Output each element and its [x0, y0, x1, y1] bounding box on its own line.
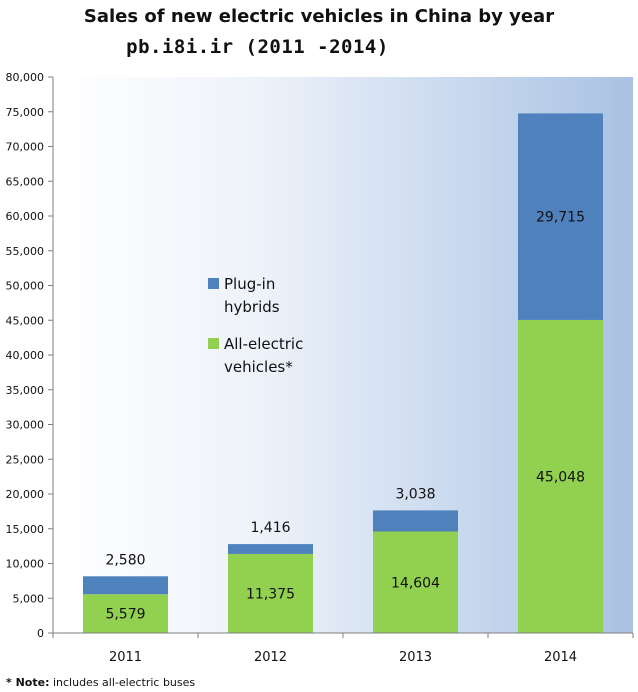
y-axis: 0 5,000 10,000 15,000 20,000 25,000 30,000 35,0…: [6, 71, 54, 640]
chart-title: Sales of new electric vehicles in China …: [83, 6, 555, 27]
y-tick-label: 10,000: [6, 558, 45, 571]
x-tick-label: 2014: [544, 650, 577, 665]
bars: [83, 113, 603, 633]
y-tick-label: 50,000: [6, 280, 45, 293]
note-prefix: * Note:: [6, 676, 50, 689]
y-tick-label: 25,000: [6, 453, 45, 466]
bar-segment: [518, 113, 603, 320]
bar-labels: 5,579 2,580 11,375 1,416 14,604 3,038 45,048 29…: [105, 210, 585, 623]
legend-label: vehicles*: [224, 358, 293, 376]
data-label: 45,048: [536, 469, 585, 485]
x-tick-label: 2011: [109, 650, 142, 665]
y-tick-label: 75,000: [6, 106, 45, 119]
bar-segment: [373, 531, 458, 633]
bar-segment: [228, 553, 313, 633]
data-label: 5,579: [105, 607, 145, 623]
data-label: 3,038: [395, 486, 435, 502]
legend: Plug-in hybrids All-electric vehicles*: [208, 275, 303, 376]
bar-segment: [83, 576, 168, 595]
y-tick-label: 30,000: [6, 419, 45, 432]
x-axis: 2011 2012 2013 2014: [52, 632, 634, 665]
legend-label: All-electric: [224, 335, 303, 353]
chart-note: * Note: includes all-electric buses: [6, 676, 195, 689]
bar-segment: [83, 594, 168, 633]
y-tick-label: 40,000: [6, 349, 45, 362]
y-tick-label: 70,000: [6, 141, 45, 154]
y-tick-label: 5,000: [13, 592, 45, 605]
data-label: 1,416: [250, 520, 290, 536]
y-tick-label: 55,000: [6, 245, 45, 258]
data-label: 14,604: [391, 575, 440, 591]
y-tick-label: 80,000: [6, 71, 45, 84]
bar-segment: [373, 510, 458, 532]
legend-label: hybrids: [224, 298, 280, 316]
chart-subtitle: pb.i8i.ir (2011 -2014): [126, 36, 389, 58]
y-tick-label: 35,000: [6, 384, 45, 397]
y-tick-label: 60,000: [6, 210, 45, 223]
bar-segment: [228, 544, 313, 554]
data-label: 29,715: [536, 210, 585, 226]
y-tick-label: 65,000: [6, 175, 45, 188]
legend-swatch: [208, 338, 219, 349]
y-tick-label: 15,000: [6, 523, 45, 536]
x-tick-label: 2012: [254, 650, 287, 665]
y-tick-label: 0: [37, 627, 44, 640]
y-tick-label: 20,000: [6, 488, 45, 501]
y-tick-label: 45,000: [6, 314, 45, 327]
x-tick-label: 2013: [399, 650, 432, 665]
legend-label: Plug-in: [224, 275, 275, 293]
data-label: 2,580: [105, 552, 145, 568]
legend-swatch: [208, 278, 219, 289]
data-label: 11,375: [246, 586, 295, 602]
note-text: includes all-electric buses: [49, 676, 196, 689]
bar-segment: [518, 319, 603, 633]
